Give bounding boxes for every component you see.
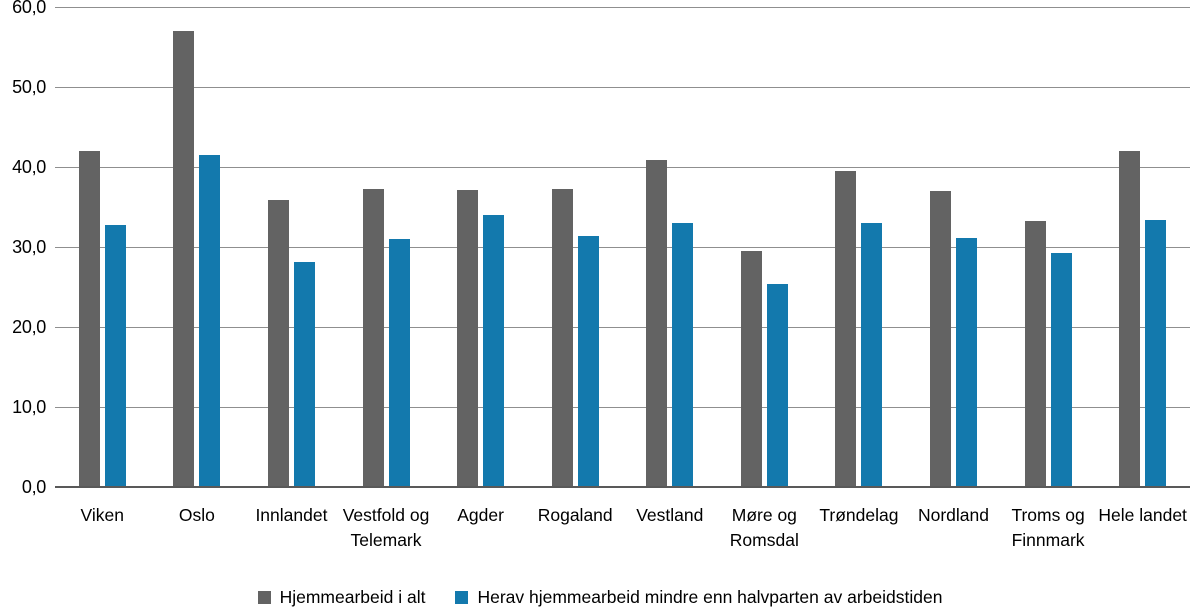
y-tick-label-40: 40,0 xyxy=(12,157,46,177)
x-axis-baseline xyxy=(55,486,1190,488)
legend: Hjemmearbeid i alt Herav hjemmearbeid mi… xyxy=(0,586,1200,608)
bar-total-møre-og-romsdal xyxy=(740,251,762,487)
bar-group-agder xyxy=(433,7,528,487)
bar-total-innlandet xyxy=(267,199,289,487)
x-axis: Viken Oslo Innlandet Vestfold og Telemark Ag… xyxy=(55,503,1190,552)
legend-label-herav-hjemmearbeid: Herav hjemmearbeid mindre enn halvparten… xyxy=(477,587,943,607)
gridline-60 xyxy=(55,7,1190,8)
plot-area xyxy=(55,7,1190,488)
legend-label-hjemmearbeid-i-alt: Hjemmearbeid i alt xyxy=(279,587,426,607)
y-axis: 0,0 10,0 20,0 30,0 40,0 50,0 60,0 xyxy=(0,0,46,510)
bar-group-rogaland xyxy=(528,7,623,487)
x-category-label-vestfold-og-telemark: Vestfold og Telemark xyxy=(342,505,430,550)
bar-partial-trøndelag xyxy=(861,223,883,487)
bar-total-trøndelag xyxy=(835,171,857,487)
legend-item-herav-hjemmearbeid: Herav hjemmearbeid mindre enn halvparten… xyxy=(455,586,942,608)
x-category-label-viken: Viken xyxy=(80,505,125,525)
y-tick-label-0: 0,0 xyxy=(21,477,46,497)
bar-total-viken xyxy=(78,151,100,487)
y-tick-label-30: 30,0 xyxy=(12,237,46,257)
gridline-30 xyxy=(55,247,1190,248)
x-category-label-møre-og-romsdal: Møre og Romsdal xyxy=(729,505,799,550)
bar-group-troms-og-finnmark xyxy=(1001,7,1096,487)
legend-swatch-gray-icon xyxy=(257,590,271,604)
x-category-label-hele-landet: Hele landet xyxy=(1098,505,1187,525)
x-category-label-innlandet: Innlandet xyxy=(255,505,328,525)
bar-partial-vestfold-og-telemark xyxy=(388,239,410,487)
legend-item-hjemmearbeid-i-alt: Hjemmearbeid i alt xyxy=(257,586,426,608)
gridline-20 xyxy=(55,327,1190,328)
bar-partial-vestland xyxy=(672,223,694,487)
bar-group-hele-landet xyxy=(1095,7,1190,487)
bar-partial-hele-landet xyxy=(1145,219,1167,487)
bar-total-oslo xyxy=(173,31,195,487)
bar-total-troms-og-finnmark xyxy=(1024,220,1046,487)
bar-total-hele-landet xyxy=(1119,151,1141,487)
bar-group-vestfold-og-telemark xyxy=(339,7,434,487)
bar-partial-agder xyxy=(483,215,505,487)
bar-group-innlandet xyxy=(244,7,339,487)
bar-groups xyxy=(55,7,1190,487)
bar-partial-innlandet xyxy=(293,262,315,487)
bar-group-trøndelag xyxy=(812,7,907,487)
bar-total-agder xyxy=(457,190,479,487)
x-category-label-rogaland: Rogaland xyxy=(537,505,613,525)
bar-group-oslo xyxy=(150,7,245,487)
bar-group-viken xyxy=(55,7,150,487)
bar-partial-rogaland xyxy=(577,235,599,487)
x-category-label-oslo: Oslo xyxy=(178,505,215,525)
y-tick-label-60: 60,0 xyxy=(12,0,46,17)
x-category-label-trøndelag: Trøndelag xyxy=(819,505,899,525)
x-category-label-nordland: Nordland xyxy=(917,505,989,525)
gridline-40 xyxy=(55,167,1190,168)
bar-group-nordland xyxy=(906,7,1001,487)
bar-total-nordland xyxy=(929,191,951,487)
legend-swatch-blue-icon xyxy=(455,590,469,604)
y-tick-label-20: 20,0 xyxy=(12,317,46,337)
bar-group-møre-og-romsdal xyxy=(717,7,812,487)
y-tick-label-10: 10,0 xyxy=(12,397,46,417)
bar-partial-troms-og-finnmark xyxy=(1050,253,1072,487)
x-category-label-vestland: Vestland xyxy=(636,505,704,525)
bar-group-vestland xyxy=(622,7,717,487)
gridline-10 xyxy=(55,407,1190,408)
x-category-label-agder: Agder xyxy=(457,505,504,525)
bar-total-rogaland xyxy=(551,189,573,487)
y-tick-label-50: 50,0 xyxy=(12,77,46,97)
bar-partial-møre-og-romsdal xyxy=(766,283,788,487)
bar-total-vestland xyxy=(646,159,668,487)
bar-partial-nordland xyxy=(955,238,977,487)
bar-partial-viken xyxy=(104,224,126,487)
gridline-50 xyxy=(55,87,1190,88)
bar-total-vestfold-og-telemark xyxy=(362,188,384,487)
x-category-label-troms-og-finnmark: Troms og Finnmark xyxy=(1011,505,1085,550)
bar-partial-oslo xyxy=(199,155,221,487)
